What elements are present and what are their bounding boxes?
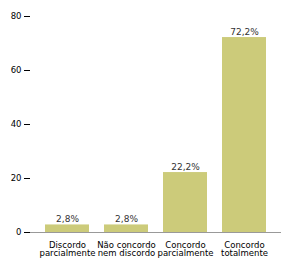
svg-text:2,8%: 2,8%: [56, 214, 79, 224]
svg-text:72,2%: 72,2%: [230, 27, 259, 37]
svg-text:Concordoparcialmente: Concordoparcialmente: [158, 240, 214, 259]
svg-text:2,8%: 2,8%: [115, 214, 138, 224]
svg-text:20: 20: [11, 173, 22, 183]
svg-text:22,2%: 22,2%: [171, 162, 200, 172]
svg-text:80: 80: [11, 11, 22, 21]
svg-text:Discordoparcialmente: Discordoparcialmente: [40, 240, 96, 259]
svg-text:Concordototalmente: Concordototalmente: [221, 240, 268, 259]
svg-text:Não concordonem discordo: Não concordonem discordo: [97, 240, 156, 259]
svg-text:60: 60: [11, 65, 22, 75]
svg-text:0: 0: [16, 227, 21, 237]
svg-text:40: 40: [11, 119, 22, 129]
